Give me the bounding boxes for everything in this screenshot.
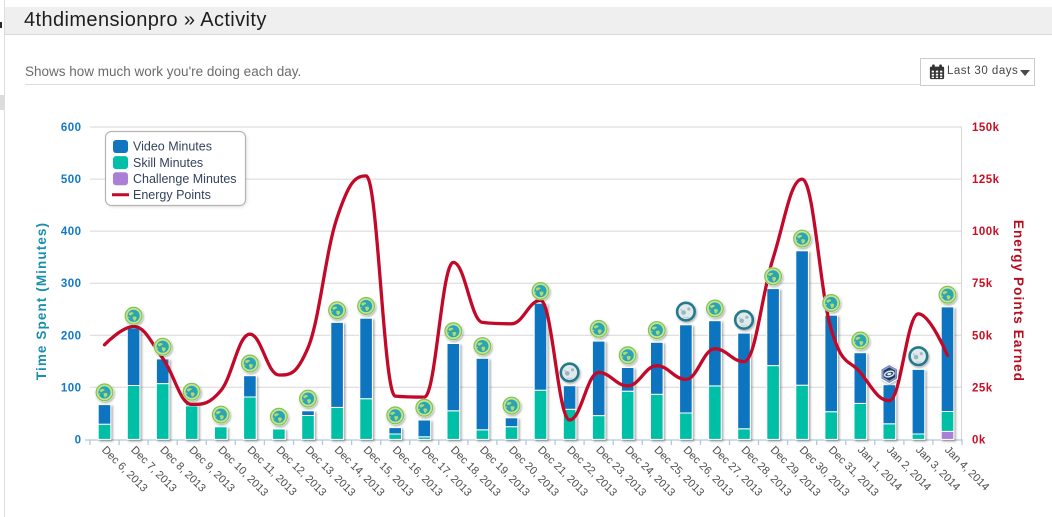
svg-text:500: 500: [61, 174, 82, 186]
svg-text:75k: 75k: [972, 278, 993, 290]
svg-text:Energy Points: Energy Points: [133, 188, 211, 202]
svg-text:50k: 50k: [972, 330, 993, 342]
svg-text:Video Minutes: Video Minutes: [133, 140, 212, 154]
svg-text:300: 300: [61, 278, 82, 290]
svg-text:150k: 150k: [972, 122, 1000, 134]
svg-text:600: 600: [61, 122, 82, 134]
svg-text:400: 400: [61, 226, 82, 238]
svg-text:Challenge Minutes: Challenge Minutes: [133, 172, 237, 186]
svg-text:Time Spent (Minutes): Time Spent (Minutes): [34, 222, 49, 380]
svg-text:0k: 0k: [972, 434, 986, 446]
svg-text:125k: 125k: [972, 174, 1000, 186]
svg-text:100k: 100k: [972, 226, 1000, 238]
svg-text:100: 100: [61, 382, 82, 394]
svg-text:0: 0: [75, 434, 82, 446]
svg-text:Energy Points Earned: Energy Points Earned: [1011, 220, 1026, 382]
svg-text:200: 200: [61, 330, 82, 342]
svg-text:25k: 25k: [972, 382, 993, 394]
svg-text:Skill Minutes: Skill Minutes: [133, 156, 203, 170]
